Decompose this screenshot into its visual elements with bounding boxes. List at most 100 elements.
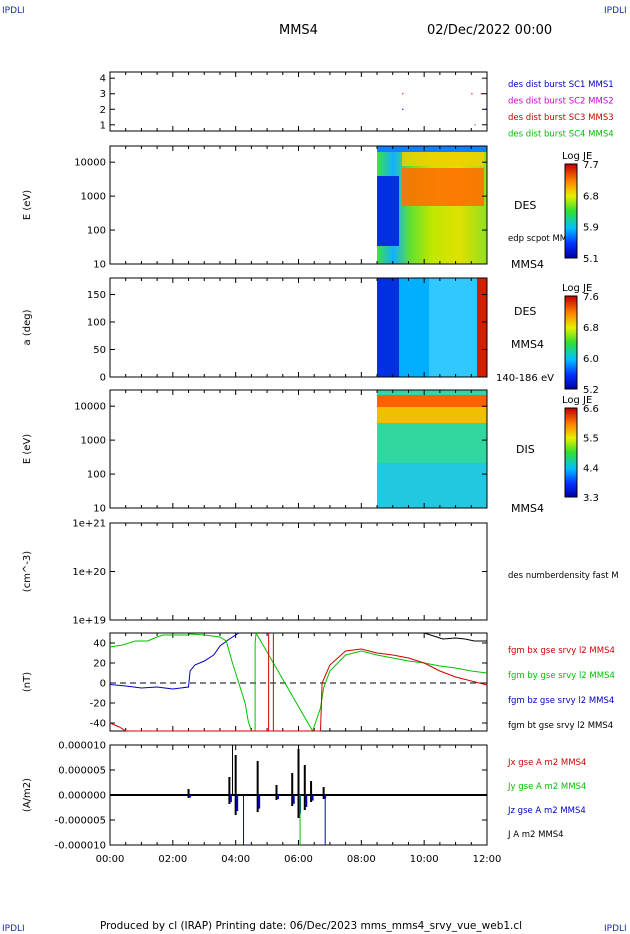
current-ytick-label: -0.000005 bbox=[55, 816, 106, 827]
des-pitch-label: DES bbox=[514, 305, 536, 318]
burst-legend-2: des dist burst SC2 MMS2 bbox=[508, 97, 614, 107]
current-ytick-label: 0.000010 bbox=[58, 741, 106, 752]
spacecraft-title: MMS4 bbox=[279, 23, 318, 38]
des-pitch-colorbar-tick: 6.8 bbox=[583, 323, 599, 334]
dis-energy-ylabel: E (eV) bbox=[22, 434, 33, 464]
current-ytick-label: -0.000010 bbox=[55, 841, 106, 852]
dis-energy-colorbar-title: Log JE bbox=[562, 395, 592, 406]
burst-mark bbox=[474, 124, 476, 126]
density-ylabel: (cm^-3) bbox=[22, 551, 33, 592]
dis-energy-colorbar-bar bbox=[564, 407, 578, 498]
dis-energy-sc-label: MMS4 bbox=[511, 502, 544, 515]
current-legend-3: J A m2 MMS4 bbox=[507, 830, 564, 840]
x-tick-label: 04:00 bbox=[221, 854, 250, 865]
burst-mark bbox=[402, 108, 404, 110]
des-energy-colorbar-tick: 5.9 bbox=[583, 223, 599, 234]
des-pitch-colorbar-bar bbox=[564, 295, 578, 390]
dis-energy-ytick-label: 10000 bbox=[74, 402, 106, 413]
dis-energy-low-band bbox=[377, 463, 487, 508]
current-ylabel: (A/m2) bbox=[22, 778, 33, 812]
des-energy-ytick-label: 100 bbox=[87, 226, 106, 237]
dis-energy-ytick-label: 100 bbox=[87, 470, 106, 481]
fgm-ytick-label: 20 bbox=[93, 659, 106, 670]
corner-label-bl: IPDLI bbox=[2, 924, 25, 934]
burst-ytick-label: 1 bbox=[100, 120, 106, 131]
density-ytick-label: 1e+20 bbox=[72, 567, 106, 578]
current-legend-1: Jy gse A m2 MMS4 bbox=[507, 782, 586, 792]
burst-legend-3: des dist burst SC3 MMS3 bbox=[508, 113, 614, 123]
dis-energy-colorbar-tick: 6.6 bbox=[583, 404, 599, 415]
des-pitch-sc-label: MMS4 bbox=[511, 338, 544, 351]
density-ytick-label: 1e+21 bbox=[72, 519, 106, 530]
des-energy-colorbar-tick: 6.8 bbox=[583, 191, 599, 202]
des-pitch-ytick-label: 100 bbox=[87, 318, 106, 329]
x-tick-label: 12:00 bbox=[473, 854, 502, 865]
x-tick-label: 06:00 bbox=[284, 854, 313, 865]
dis-energy-colorbar-tick: 5.5 bbox=[583, 434, 599, 445]
des-pitch-colorbar-tick: 5.2 bbox=[583, 385, 599, 396]
fgm-bz-line bbox=[109, 632, 240, 690]
fgm-ytick-label: 0 bbox=[100, 679, 106, 690]
des-pitch-colorbar-tick: 6.0 bbox=[583, 354, 599, 365]
des-pitch-ytick-label: 50 bbox=[93, 345, 106, 356]
des-pitch-ytick-label: 150 bbox=[87, 290, 106, 301]
burst-panel-frame bbox=[109, 71, 488, 132]
des-pitch-low-band bbox=[377, 278, 400, 377]
des-pitch-colorbar-tick: 7.6 bbox=[583, 292, 599, 303]
des-pitch-range-label: 140-186 eV bbox=[496, 373, 554, 384]
fgm-legend-0: fgm bx gse srvy l2 MMS4 bbox=[508, 646, 615, 656]
des-energy-colorbar-bar bbox=[564, 163, 578, 259]
des-energy-ytick-label: 10 bbox=[93, 260, 106, 271]
density-legend: des numberdensity fast M bbox=[508, 571, 619, 581]
x-tick-label: 02:00 bbox=[158, 854, 187, 865]
fgm-ytick-label: -40 bbox=[90, 719, 106, 730]
des-energy-ylabel: E (eV) bbox=[22, 190, 33, 220]
des-energy-colorbar-tick: 7.7 bbox=[583, 160, 599, 171]
burst-mark bbox=[471, 93, 473, 95]
current-ytick-label: 0.000005 bbox=[58, 766, 106, 777]
burst-ytick-label: 3 bbox=[100, 89, 106, 100]
fgm-bx-line bbox=[109, 648, 488, 732]
burst-legend-1: des dist burst SC1 MMS1 bbox=[508, 80, 614, 90]
corner-label-br: IPDLI bbox=[604, 924, 627, 934]
des-pitch-edge-band bbox=[477, 278, 487, 377]
burst-mark bbox=[485, 108, 487, 110]
burst-mark bbox=[402, 93, 404, 95]
des-energy-scpot-label: edp scpot MMS4 bbox=[508, 234, 578, 244]
des-energy-colorbar-tick: 5.1 bbox=[583, 254, 599, 265]
des-pitch-ytick-label: 0 bbox=[100, 373, 106, 384]
current-legend-0: Jx gse A m2 MMS4 bbox=[507, 758, 586, 768]
fgm-ytick-label: -20 bbox=[90, 699, 106, 710]
dis-energy-label: DIS bbox=[516, 443, 535, 456]
burst-mark bbox=[483, 77, 486, 79]
fgm-by-line bbox=[109, 631, 488, 733]
density-ytick-label: 1e+19 bbox=[72, 616, 106, 627]
dis-energy-hot-band bbox=[377, 395, 487, 407]
footer-credit: Produced by cl (IRAP) Printing date: 06/… bbox=[100, 920, 523, 932]
des-pitch-ylabel: a (deg) bbox=[22, 309, 33, 345]
des-pitch-mid-band bbox=[399, 278, 430, 377]
dis-energy-colorbar-tick: 3.3 bbox=[583, 493, 599, 504]
fgm-ylabel: (nT) bbox=[22, 672, 33, 692]
des-energy-ytick-label: 10000 bbox=[74, 158, 106, 169]
burst-ytick-label: 2 bbox=[100, 105, 106, 116]
fgm-legend-2: fgm bz gse srvy l2 MMS4 bbox=[508, 696, 614, 706]
des-energy-sc-label: MMS4 bbox=[511, 258, 544, 271]
x-tick-label: 00:00 bbox=[96, 854, 125, 865]
fgm-legend-3: fgm bt gse srvy l2 MMS4 bbox=[508, 721, 613, 731]
fgm-frame bbox=[109, 632, 488, 732]
des-energy-hot-band bbox=[402, 168, 485, 206]
des-energy-colorbar-title: Log JE bbox=[562, 151, 592, 162]
des-pitch-colorbar-title: Log JE bbox=[562, 283, 592, 294]
des-energy-low-band bbox=[377, 176, 400, 246]
burst-legend-4: des dist burst SC4 MMS4 bbox=[508, 130, 614, 140]
date-title: 02/Dec/2022 00:00 bbox=[427, 23, 553, 38]
des-energy-upper-band bbox=[402, 150, 485, 166]
dis-energy-ytick-label: 1000 bbox=[81, 436, 106, 447]
burst-mark bbox=[480, 93, 482, 95]
current-ytick-label: 0.000000 bbox=[58, 791, 106, 802]
corner-label-tl: IPDLI bbox=[2, 6, 25, 16]
fgm-ytick-label: 40 bbox=[93, 639, 106, 650]
x-tick-label: 08:00 bbox=[347, 854, 376, 865]
